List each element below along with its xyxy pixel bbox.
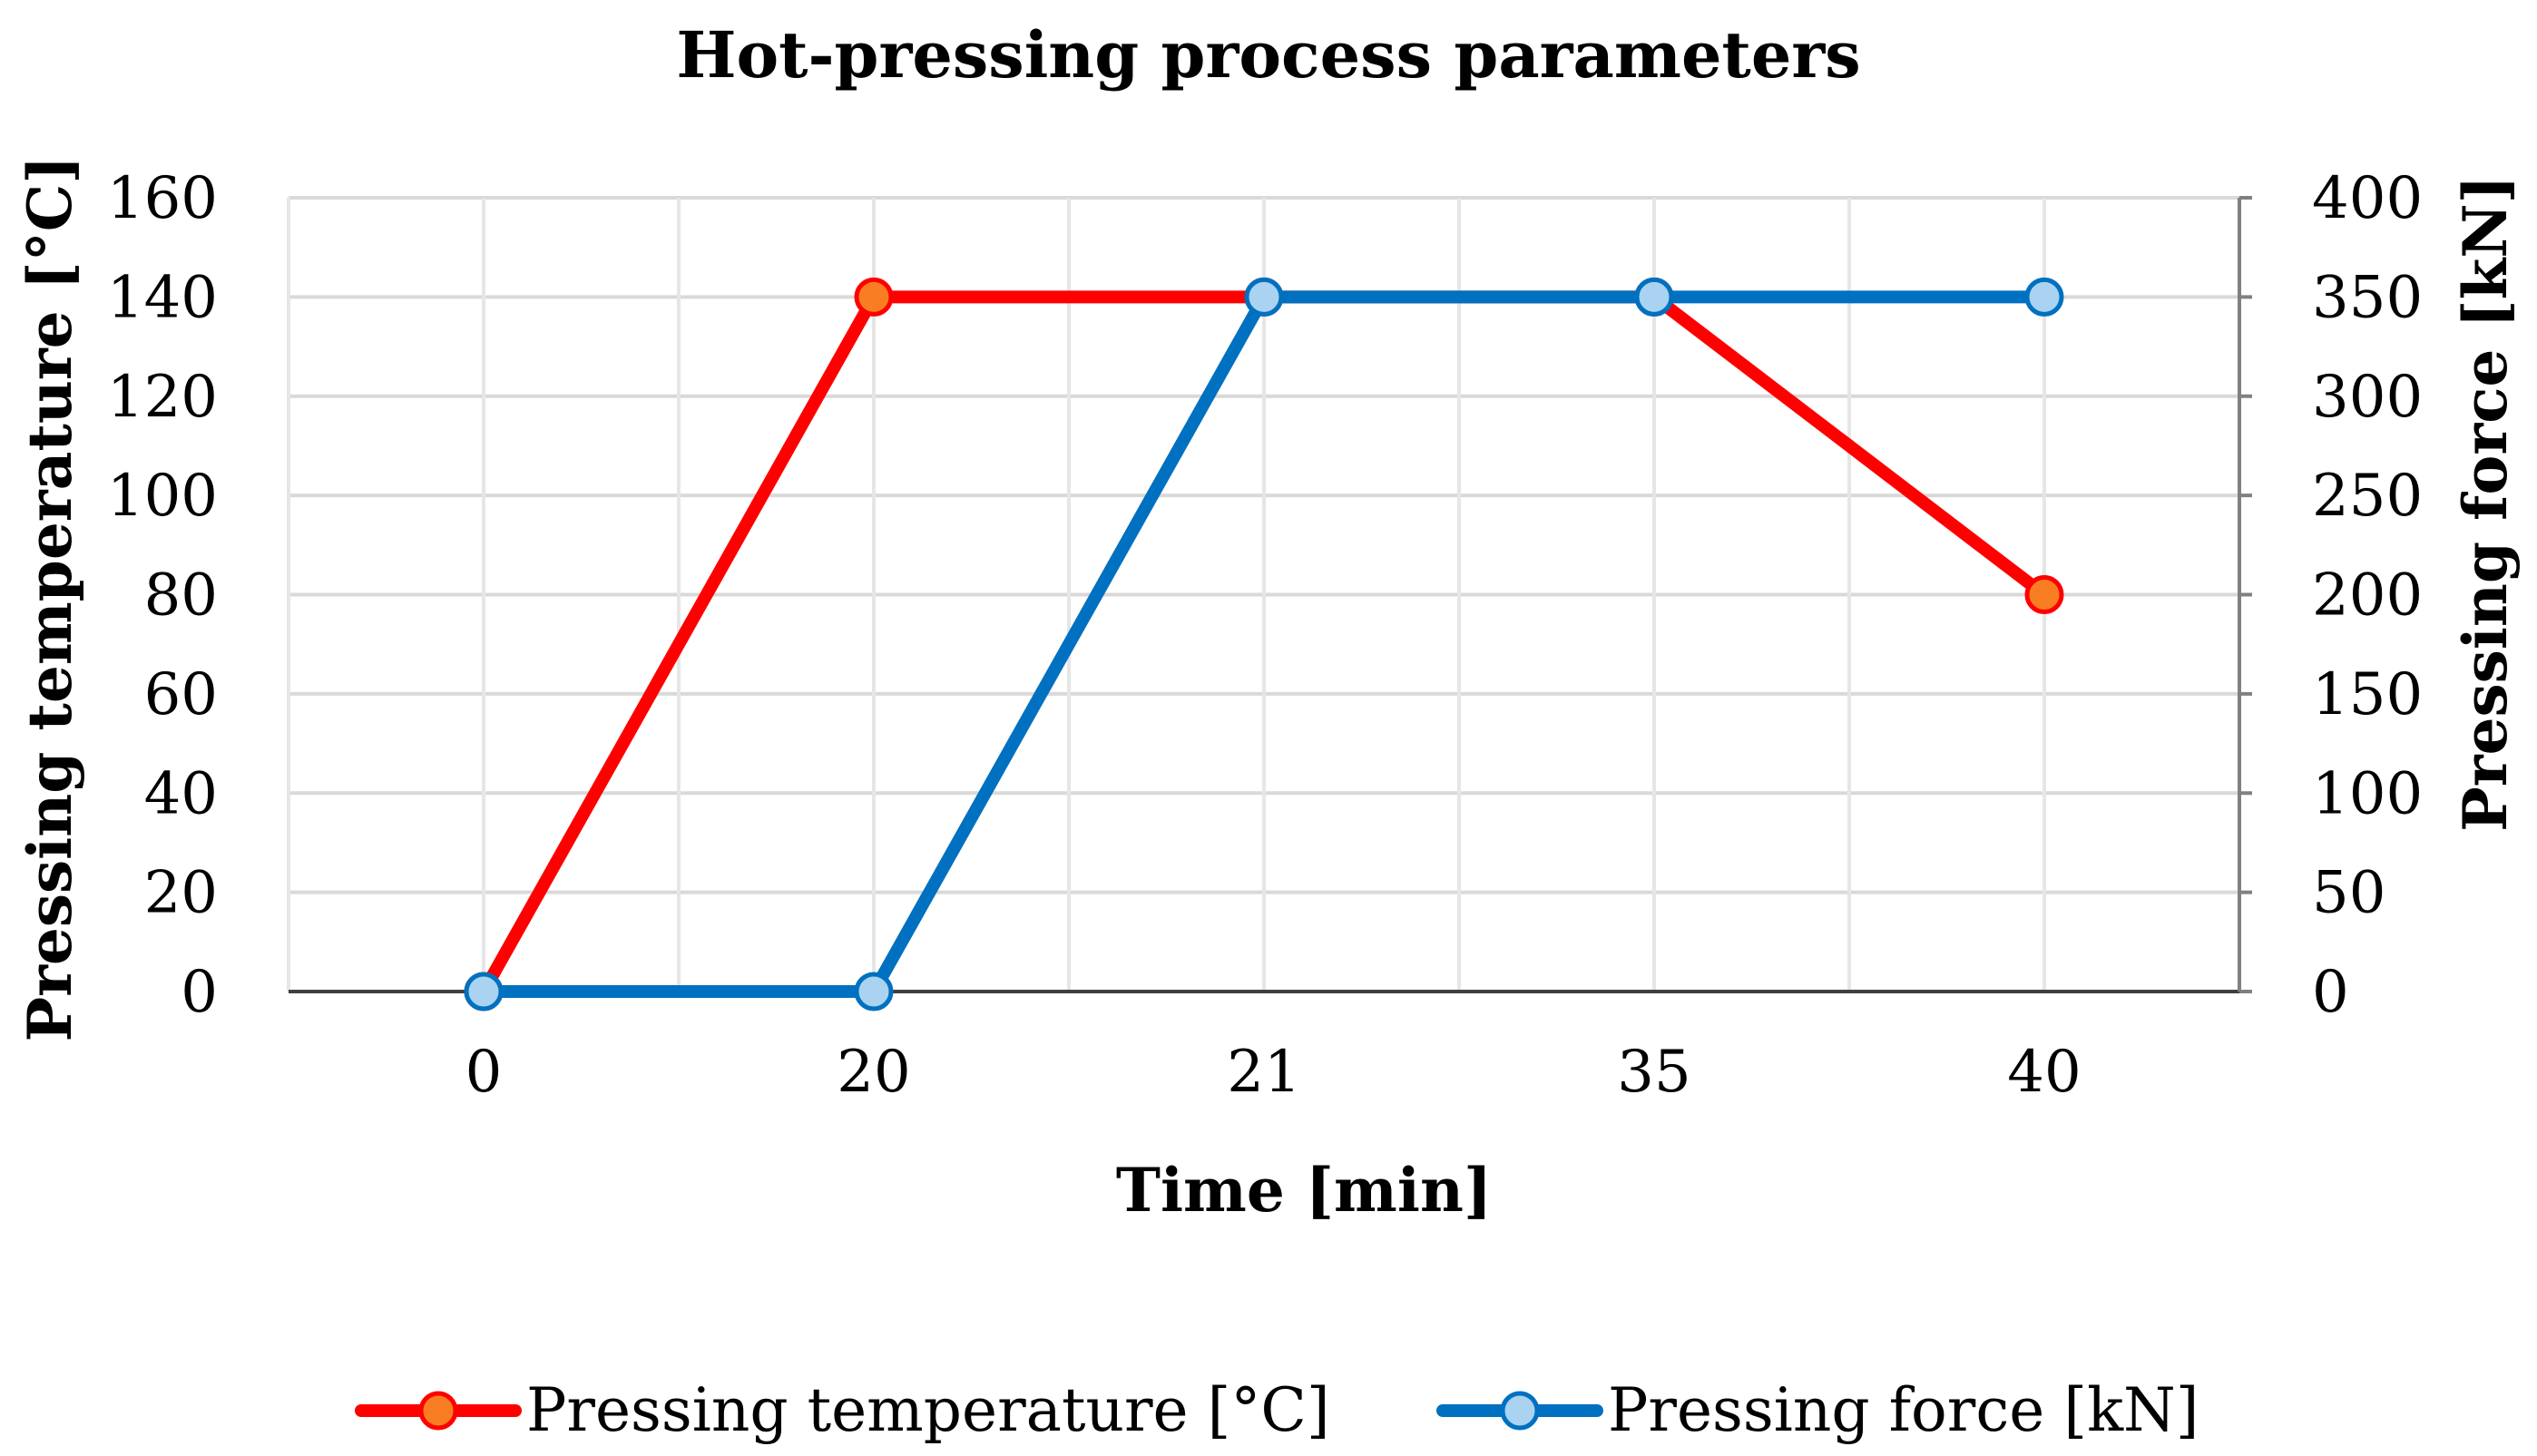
y-left-tick-label: 40 xyxy=(144,760,218,827)
y-right-tick-labels: 0 50 100 150 200 250 300 350 400 xyxy=(2312,165,2423,1026)
data-point[interactable] xyxy=(464,972,504,1011)
legend-item-force[interactable]: Pressing force [kN] xyxy=(1436,1375,2199,1445)
x-tick-labels: 0 20 21 35 40 xyxy=(465,1039,2082,1106)
x-tick-label: 20 xyxy=(837,1039,910,1106)
x-tick-label: 21 xyxy=(1227,1039,1300,1106)
y-right-tick-label: 200 xyxy=(2312,562,2423,630)
y-left-tick-label: 60 xyxy=(144,661,218,728)
chart-title: Hot-pressing process parameters xyxy=(676,17,1860,93)
series-layer xyxy=(464,277,2064,1011)
y-right-tick-label: 100 xyxy=(2312,760,2423,827)
x-tick-label: 35 xyxy=(1617,1039,1690,1106)
x-tick-label: 0 xyxy=(465,1039,503,1106)
data-point[interactable] xyxy=(2024,277,2064,317)
y-right-tick-label: 50 xyxy=(2312,860,2385,927)
legend-swatch-temperature-marker xyxy=(418,1391,458,1431)
y-right-axis-title: Pressing force [kN] xyxy=(2450,175,2521,832)
data-point[interactable] xyxy=(1634,277,1674,317)
legend: Pressing temperature [°C] Pressing force… xyxy=(355,1375,2199,1445)
y-right-tick-label: 0 xyxy=(2312,959,2349,1026)
y-left-tick-label: 0 xyxy=(181,959,218,1026)
y-right-tick-label: 300 xyxy=(2312,364,2423,431)
data-point[interactable] xyxy=(854,972,894,1011)
y-right-tick-label: 350 xyxy=(2312,264,2423,331)
y-left-tick-label: 160 xyxy=(107,165,218,232)
data-point[interactable] xyxy=(854,277,894,317)
legend-label-force: Pressing force [kN] xyxy=(1608,1375,2199,1445)
data-point[interactable] xyxy=(1244,277,1284,317)
legend-item-temperature[interactable]: Pressing temperature [°C] xyxy=(355,1375,1330,1445)
legend-label-temperature: Pressing temperature [°C] xyxy=(526,1375,1330,1445)
y-left-tick-label: 140 xyxy=(107,264,218,331)
series-force xyxy=(464,277,2064,1011)
y-right-tick-label: 150 xyxy=(2312,661,2423,728)
data-point[interactable] xyxy=(2024,575,2064,614)
y-left-tick-label: 120 xyxy=(107,364,218,431)
y-right-tick-label: 400 xyxy=(2312,165,2423,232)
y-left-axis-title: Pressing temperature [°C] xyxy=(15,155,85,1041)
y-left-tick-label: 20 xyxy=(144,860,218,927)
y-left-tick-labels: 0 20 40 60 80 100 120 140 160 xyxy=(107,165,218,1026)
y-left-tick-label: 80 xyxy=(144,562,218,630)
x-axis-title: Time [min] xyxy=(1116,1155,1492,1226)
y-left-tick-label: 100 xyxy=(107,463,218,530)
legend-swatch-force-marker xyxy=(1500,1391,1540,1431)
y-right-tick-label: 250 xyxy=(2312,463,2423,530)
x-tick-label: 40 xyxy=(2007,1039,2081,1106)
